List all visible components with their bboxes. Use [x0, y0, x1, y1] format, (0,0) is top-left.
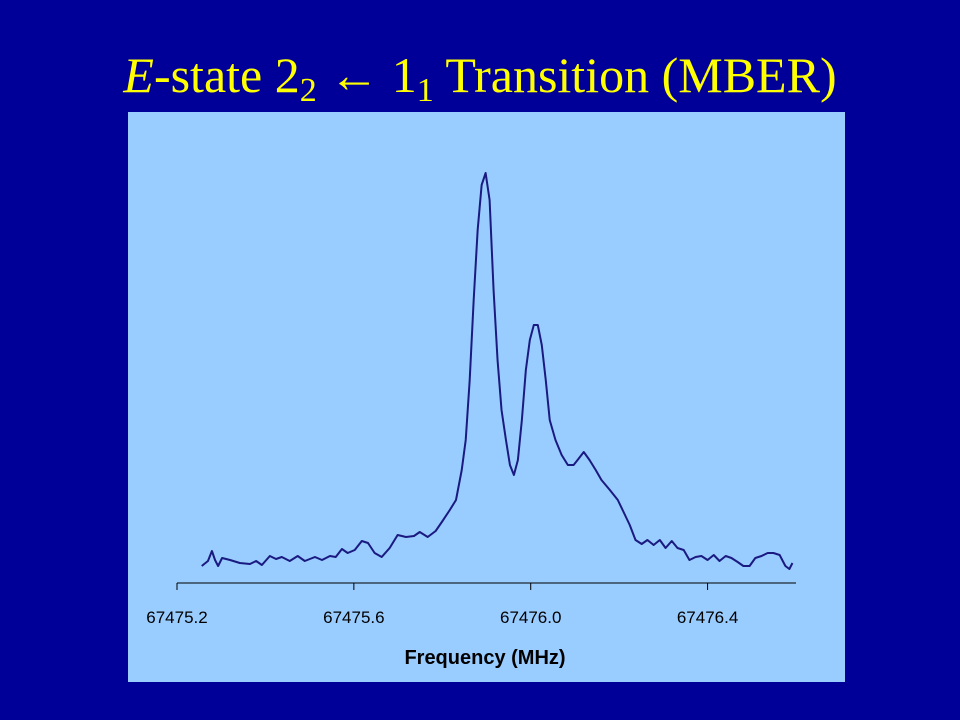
- x-tick-label: 67475.6: [323, 608, 384, 627]
- x-tick-label: 67476.0: [500, 608, 561, 627]
- title-subscript: 2: [300, 72, 317, 109]
- title-part: ← 1: [317, 47, 417, 103]
- x-axis-label: Frequency (MHz): [404, 647, 565, 669]
- plot: 67475.2 67475.6 67476.0 67476.4: [146, 172, 796, 627]
- spectrum-line: [201, 172, 794, 570]
- x-tick-label: 67476.4: [677, 608, 738, 627]
- title-subscript: 1: [417, 72, 434, 109]
- plot-panel: [128, 112, 845, 682]
- title-part: E: [122, 47, 154, 103]
- slide-title: E-state 22 ← 11 Transition (MBER): [122, 47, 836, 109]
- x-tick-label: 67475.2: [146, 608, 207, 627]
- title-part: Transition (MBER): [434, 47, 837, 103]
- title-part: -state 2: [154, 47, 300, 103]
